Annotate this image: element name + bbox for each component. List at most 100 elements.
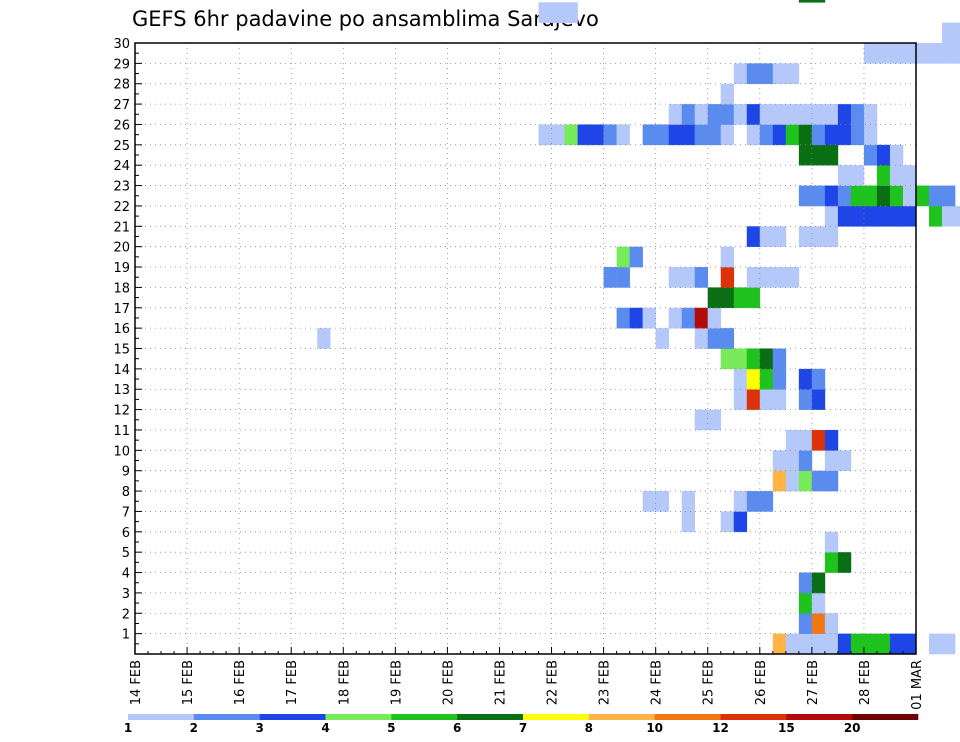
precip-cell <box>824 185 839 207</box>
precip-cell <box>772 450 787 471</box>
precip-cell <box>720 246 735 268</box>
precip-cell <box>811 572 826 594</box>
precip-cell <box>694 328 709 349</box>
precip-cell <box>811 470 826 492</box>
precip-cell <box>694 104 709 125</box>
precip-cell <box>603 267 617 288</box>
y-tick-label: 5 <box>122 546 130 561</box>
x-tick-label: 16 FEB <box>233 660 248 705</box>
x-tick-label: 14 FEB <box>129 660 144 705</box>
y-tick-label: 28 <box>113 78 130 93</box>
precip-cell <box>681 267 696 288</box>
y-tick-label: 11 <box>113 424 130 439</box>
precip-cell <box>772 368 787 390</box>
precip-cell <box>655 328 669 349</box>
precip-cell <box>642 491 656 512</box>
colorbar-swatch <box>391 714 458 720</box>
precip-cell <box>942 22 956 44</box>
precip-cell <box>616 124 630 146</box>
y-tick-label: 1 <box>122 628 130 643</box>
colorbar-label: 12 <box>712 721 729 735</box>
precip-cell <box>720 267 735 288</box>
y-tick-label: 29 <box>113 57 130 72</box>
precip-cell <box>798 389 813 410</box>
precip-cell <box>668 267 682 288</box>
precip-cell <box>837 165 852 186</box>
precip-cell <box>668 307 682 329</box>
precip-cell <box>733 63 748 85</box>
x-tick-label: 23 FEB <box>598 660 613 705</box>
precip-cell <box>746 226 761 247</box>
y-tick-label: 19 <box>113 261 130 276</box>
precip-cell <box>707 328 722 349</box>
precip-cell <box>850 124 865 146</box>
precip-cell <box>811 226 826 247</box>
colorbar-label: 10 <box>646 721 663 735</box>
x-tick-label: 20 FEB <box>441 660 456 705</box>
precip-cell <box>538 124 552 146</box>
x-tick-label: 18 FEB <box>337 660 352 705</box>
y-tick-label: 23 <box>113 180 130 195</box>
precip-cell <box>772 267 787 288</box>
precip-cell <box>850 165 865 186</box>
precip-cell <box>876 633 891 655</box>
precip-cell <box>733 287 748 309</box>
precip-cell <box>772 124 787 146</box>
precip-cell <box>811 124 826 146</box>
precip-cell <box>811 0 826 3</box>
precip-cell <box>720 328 735 349</box>
precip-cell <box>798 0 813 3</box>
y-tick-label: 30 <box>113 37 130 52</box>
precip-cell <box>863 104 878 125</box>
colorbar-label: 7 <box>519 721 527 735</box>
x-tick-label: 21 FEB <box>493 660 508 705</box>
precip-cell <box>733 104 748 125</box>
y-tick-label: 17 <box>113 302 130 317</box>
precip-cell <box>837 124 852 146</box>
colorbar-swatch <box>720 714 787 720</box>
colorbar-swatch <box>259 714 326 720</box>
precip-cell <box>629 246 643 268</box>
precip-cell <box>772 348 787 370</box>
colorbar-label: 2 <box>190 721 198 735</box>
colorbar-swatch <box>588 714 655 720</box>
precip-cell <box>759 491 774 512</box>
y-tick-label: 4 <box>122 567 130 582</box>
colorbar-swatch <box>852 714 919 720</box>
colorbar-label: 3 <box>255 721 263 735</box>
y-tick-label: 10 <box>113 444 130 459</box>
precip-cell <box>746 124 761 146</box>
precip-cell <box>759 104 774 125</box>
precip-cell <box>798 144 813 166</box>
precip-cell <box>759 389 774 410</box>
precip-cell <box>694 267 709 288</box>
precip-cell <box>798 104 813 125</box>
precip-cell <box>811 185 826 207</box>
precip-cell <box>902 633 917 655</box>
precip-cell <box>837 205 852 227</box>
y-tick-label: 14 <box>113 363 130 378</box>
precip-cell <box>616 307 630 329</box>
precip-cell <box>798 185 813 207</box>
precip-cell <box>694 124 709 146</box>
precip-cell <box>746 267 761 288</box>
precip-cell <box>824 470 839 492</box>
precip-cell <box>759 267 774 288</box>
precip-cell <box>772 633 787 655</box>
precip-cell <box>876 165 891 186</box>
precip-cell <box>798 470 813 492</box>
precip-cell <box>798 429 813 451</box>
y-tick-label: 27 <box>113 98 130 113</box>
x-tick-label: 26 FEB <box>754 660 769 705</box>
colorbar-swatch <box>128 714 195 720</box>
precip-cell <box>759 124 774 146</box>
precip-cell <box>811 389 826 410</box>
precip-cell <box>837 185 852 207</box>
colorbar-swatch <box>457 714 524 720</box>
precip-cell <box>889 633 904 655</box>
precip-cell <box>889 43 904 64</box>
precip-cell <box>798 450 813 471</box>
precip-cell <box>720 124 735 146</box>
precip-cell <box>876 43 891 64</box>
